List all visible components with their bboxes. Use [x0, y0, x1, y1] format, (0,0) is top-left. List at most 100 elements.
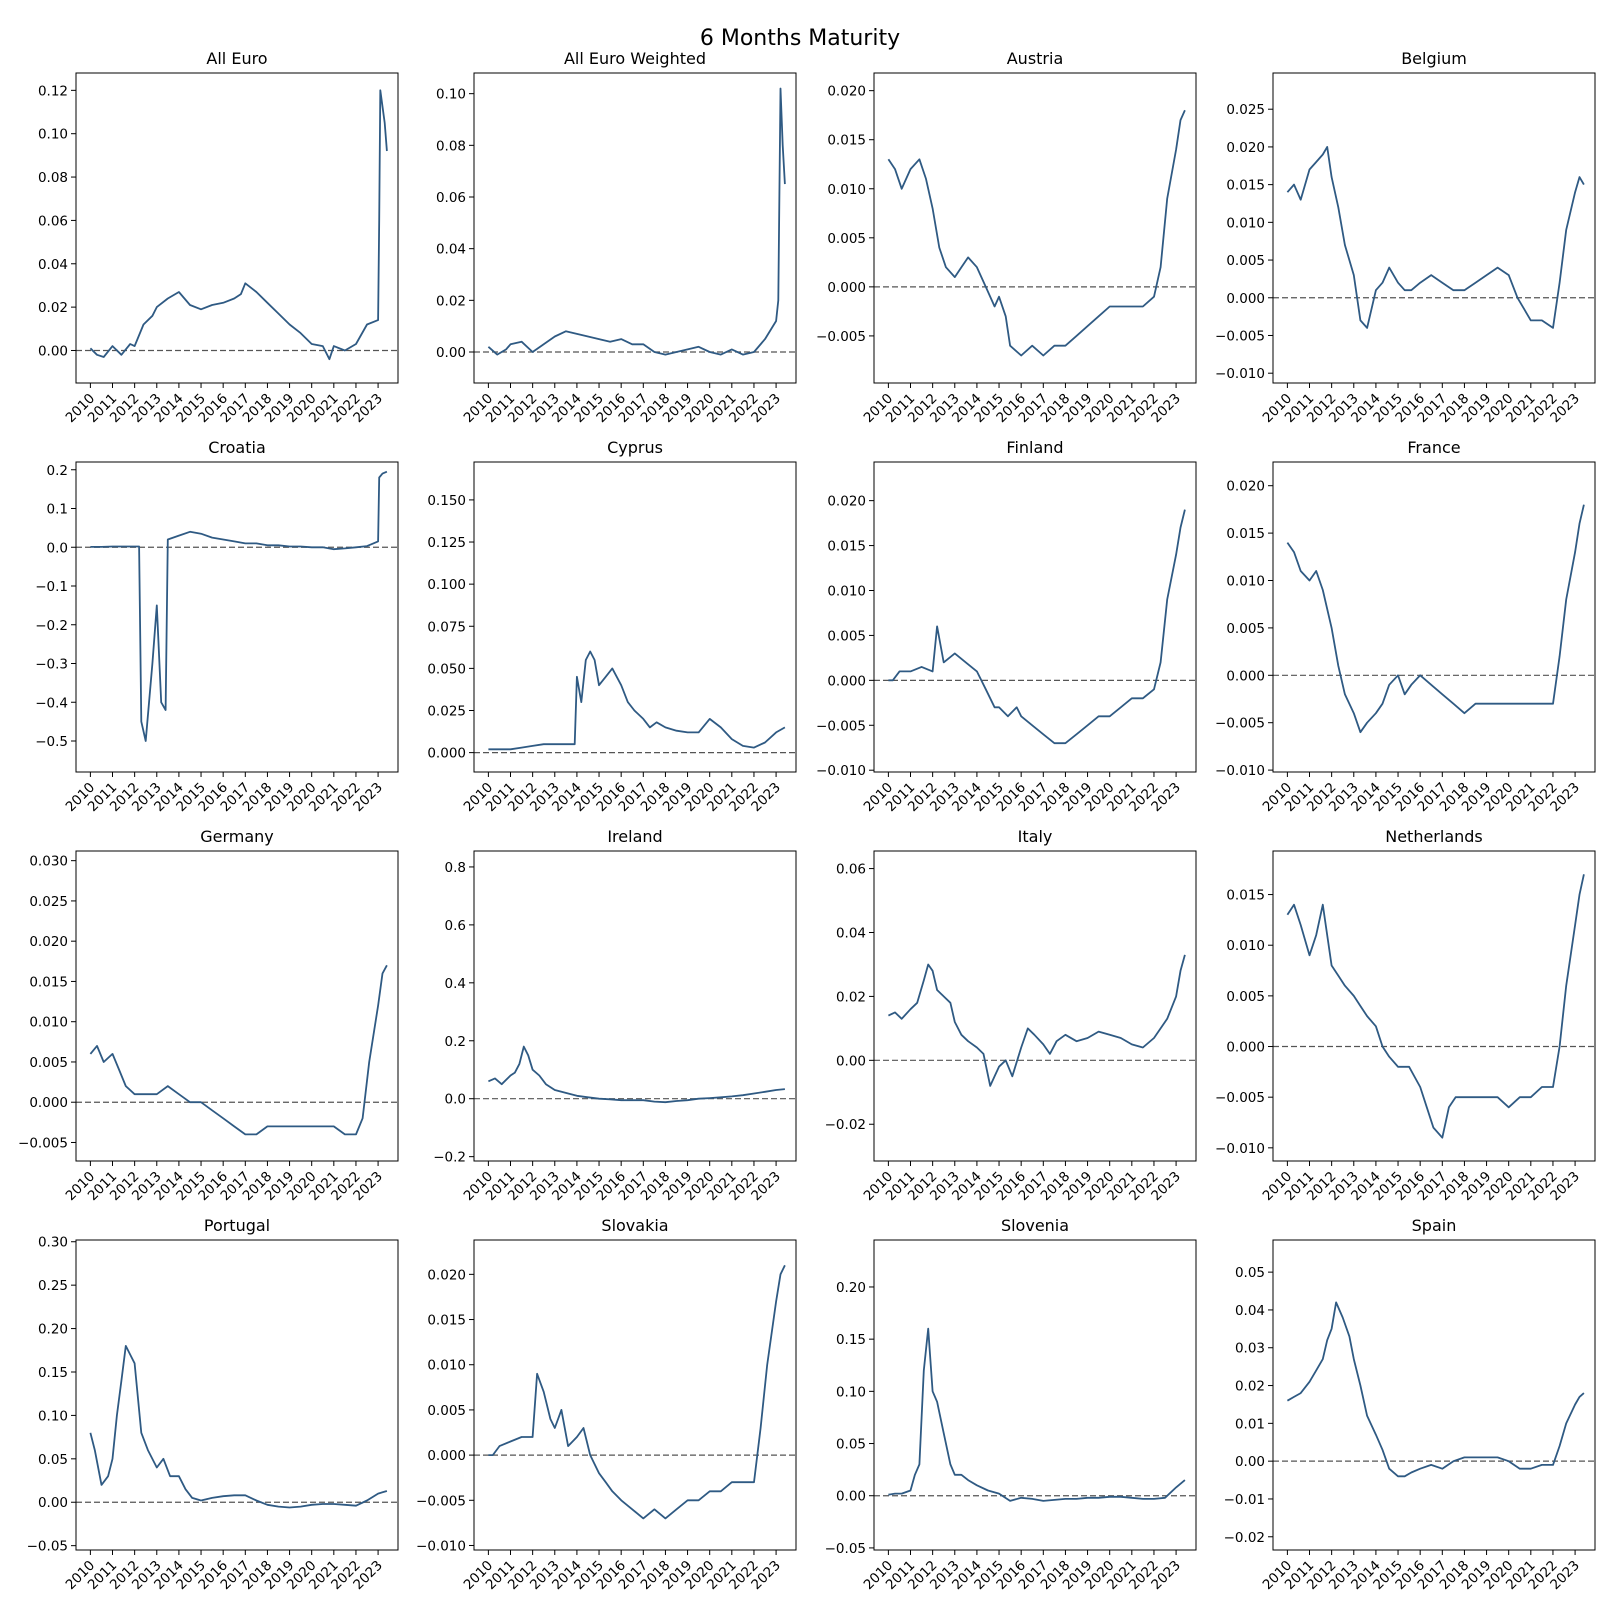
series-line — [89, 89, 388, 361]
series-line — [488, 1045, 785, 1104]
y-tick-label: 0.005 — [827, 628, 866, 644]
series-line — [1286, 145, 1585, 329]
series-line — [89, 964, 388, 1136]
y-tick-label: 0.05 — [38, 1452, 68, 1468]
y-tick-label: 0.000 — [29, 1095, 68, 1111]
y-tick-label: 0.2 — [445, 1034, 466, 1050]
y-tick-label: −0.010 — [1215, 763, 1265, 779]
y-tick-label: 0.0 — [445, 1092, 466, 1108]
y-tick-label: 0.00 — [38, 1495, 68, 1511]
y-tick-label: −0.2 — [35, 618, 68, 634]
y-tick-label: 0.08 — [38, 170, 68, 186]
panel-title: Finland — [1006, 438, 1063, 457]
series-line — [888, 954, 1186, 1087]
panel-cyprus: Cyprus 0.000 0.025 0.050 0.075 0.100 0.125 0.15… — [427, 438, 797, 815]
y-tick-label: 0.000 — [427, 1448, 466, 1464]
plot-frame — [873, 850, 1197, 1162]
panel-austria: Austria−0.0050.0000.0050.0100.0150.02020… — [816, 49, 1197, 426]
y-tick-label: 0.0 — [47, 540, 68, 556]
y-tick-label: 0.025 — [1226, 102, 1265, 118]
y-tick-label: 0.020 — [827, 84, 866, 100]
y-tick-label: 0.20 — [836, 1280, 866, 1296]
y-tick-label: −0.05 — [27, 1539, 68, 1555]
y-tick-label: −0.01 — [1224, 1492, 1265, 1508]
y-tick-label: 0.6 — [445, 918, 466, 934]
y-tick-label: 0.015 — [1226, 526, 1265, 542]
y-tick-label: 0.00 — [836, 1053, 866, 1069]
y-tick-label: 0.005 — [29, 1055, 68, 1071]
panel-title: Netherlands — [1385, 827, 1483, 846]
y-tick-label: −0.005 — [816, 329, 866, 345]
panel-germany: Germany −0.005 0.000 0.005 0.010 0.015 0.020 0.… — [18, 827, 399, 1204]
plot-frame — [75, 1239, 399, 1551]
y-tick-label: −0.010 — [1215, 1141, 1265, 1157]
series-line — [1286, 504, 1585, 734]
y-tick-label: 0.000 — [1226, 668, 1265, 684]
panel-title: Ireland — [607, 827, 662, 846]
plot-frame — [473, 850, 797, 1162]
y-tick-label: 0.01 — [1235, 1416, 1265, 1432]
y-tick-label: 0.00 — [38, 343, 68, 359]
y-tick-label: 0.010 — [29, 1015, 68, 1031]
y-tick-label: 0.015 — [827, 539, 866, 555]
y-tick-label: 0.05 — [1235, 1265, 1265, 1281]
plot-frame — [473, 72, 797, 384]
y-tick-label: 0.000 — [1226, 1040, 1265, 1056]
series-line — [887, 109, 1186, 357]
plot-frame — [473, 1239, 797, 1551]
y-tick-label: 0.005 — [1226, 621, 1265, 637]
y-tick-label: 0.04 — [1235, 1303, 1265, 1319]
y-tick-label: 0.010 — [827, 182, 866, 198]
panel-title: All Euro — [206, 49, 267, 68]
y-tick-label: 0.025 — [29, 894, 68, 910]
series-line — [488, 650, 786, 751]
series-line — [888, 1327, 1186, 1502]
y-tick-label: −0.010 — [1215, 366, 1265, 382]
plot-frame — [1272, 850, 1596, 1162]
y-tick-label: −0.02 — [1224, 1530, 1265, 1546]
y-tick-label: −0.005 — [18, 1135, 68, 1151]
panel-spain: Spain−0.02−0.010.000.010.020.030.040.052… — [1224, 1216, 1596, 1593]
y-tick-label: 0.06 — [436, 190, 466, 206]
y-tick-label: 0.04 — [38, 257, 68, 273]
y-tick-label: 0.00 — [436, 345, 466, 361]
series-line — [487, 87, 786, 356]
y-tick-label: 0.010 — [1226, 574, 1265, 590]
panel-title: Belgium — [1401, 49, 1467, 68]
y-tick-label: −0.5 — [35, 734, 68, 750]
y-tick-label: 0.1 — [47, 502, 68, 518]
plot-frame — [1272, 1239, 1596, 1551]
y-tick-label: 0.15 — [836, 1332, 866, 1348]
y-tick-label: 0.100 — [427, 577, 466, 593]
series-line — [1286, 874, 1585, 1139]
y-tick-label: −0.005 — [1215, 1090, 1265, 1106]
y-tick-label: 0.02 — [1235, 1379, 1265, 1395]
panel-slovenia: Slovenia−0.050.000.050.100.150.202010201… — [825, 1216, 1197, 1593]
y-tick-label: 0.4 — [445, 976, 466, 992]
panel-portugal: Portugal −0.05 0.00 0.05 0.10 0.15 0.20 0.25 0.3… — [27, 1216, 399, 1593]
y-tick-label: 0.125 — [427, 535, 466, 551]
y-tick-label: 0.05 — [836, 1437, 866, 1453]
panel-france: France −0.010 −0.005 0.000 0.005 0.010 0.015 0.… — [1215, 438, 1596, 815]
series-line — [488, 1264, 786, 1520]
y-tick-label: 0.010 — [1226, 215, 1265, 231]
y-tick-label: 0.10 — [436, 87, 466, 103]
y-tick-label: 0.02 — [836, 989, 866, 1005]
panel-title: Italy — [1018, 827, 1053, 846]
y-tick-label: 0.10 — [38, 1408, 68, 1424]
panel-title: France — [1407, 438, 1460, 457]
panel-croatia: Croatia−0.5−0.4−0.3−0.2−0.10.00.10.22010… — [35, 438, 399, 815]
y-tick-label: 0.020 — [427, 1267, 466, 1283]
y-tick-label: 0.10 — [38, 127, 68, 143]
y-tick-label: 0.00 — [836, 1489, 866, 1505]
y-tick-label: 0.020 — [29, 934, 68, 950]
y-tick-label: −0.010 — [816, 763, 866, 779]
y-tick-label: 0.005 — [1226, 253, 1265, 269]
panel-netherlands: Netherlands −0.010 −0.005 0.000 0.005 0.010 0.… — [1215, 827, 1596, 1204]
y-tick-label: 0.8 — [445, 860, 466, 876]
y-tick-label: 0.30 — [38, 1235, 68, 1251]
y-tick-label: −0.1 — [35, 579, 68, 595]
y-tick-label: 0.03 — [1235, 1341, 1265, 1357]
y-tick-label: 0.005 — [1226, 989, 1265, 1005]
